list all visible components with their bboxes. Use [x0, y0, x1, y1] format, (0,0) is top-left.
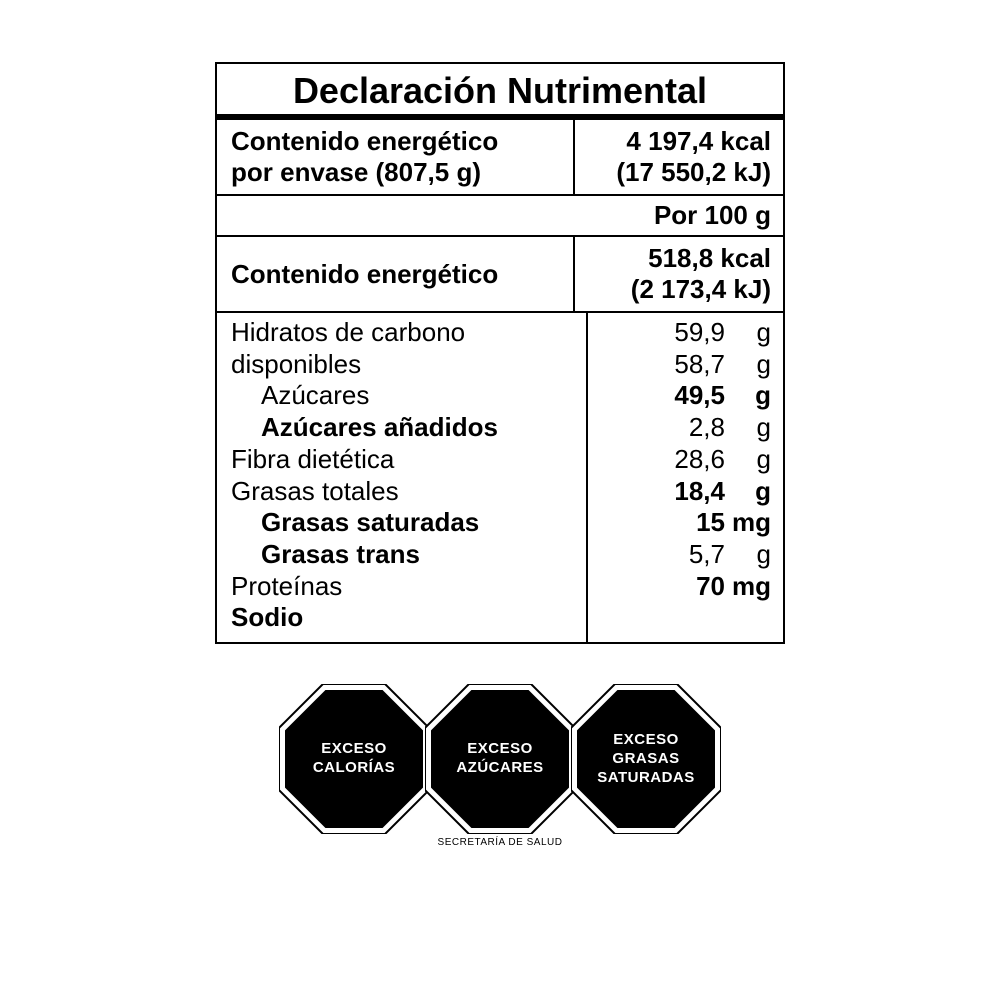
label-line: por envase (807,5 g): [231, 157, 481, 187]
nutrition-panel: Declaración Nutrimental Contenido energé…: [215, 62, 785, 644]
nutrient-value: 28,6g: [598, 444, 771, 476]
nutrient-value: 5,7g: [598, 539, 771, 571]
nutrient-value: 59,9g: [598, 317, 771, 349]
warning-seal-text: EXCESOCALORÍAS: [279, 684, 429, 834]
label-line: Contenido energético: [231, 126, 498, 156]
nutrient-label: Fibra dietética: [231, 444, 576, 476]
nutrient-label: Hidratos de carbono disponibles: [231, 317, 576, 380]
nutrient-label: Azúcares: [231, 380, 576, 412]
energy-per-100g-row: Contenido energético 518,8 kcal (2 173,4…: [217, 237, 783, 313]
warning-seals: EXCESOCALORÍAS EXCESOAZÚCARES EXCESOGRAS…: [281, 684, 719, 834]
nutrient-value: 49,5g: [598, 380, 771, 412]
energy-per-100g-label: Contenido energético: [217, 237, 573, 311]
value-line: (2 173,4 kJ): [631, 274, 771, 304]
nutrient-value: 2,8g: [598, 412, 771, 444]
value-line: (17 550,2 kJ): [616, 157, 771, 187]
warning-seal: EXCESOGRASASSATURADAS: [571, 684, 721, 834]
warning-seal-text: EXCESOGRASASSATURADAS: [571, 684, 721, 834]
nutrient-label: Azúcares añadidos: [231, 412, 576, 444]
nutrient-label: Grasas trans: [231, 539, 576, 571]
warning-seal: EXCESOCALORÍAS: [279, 684, 429, 834]
nutrient-label: Grasas saturadas: [231, 507, 576, 539]
value-line: 518,8 kcal: [648, 243, 771, 273]
nutrient-label: Grasas totales: [231, 476, 576, 508]
nutrient-names-col: Hidratos de carbono disponiblesAzúcaresA…: [217, 313, 586, 642]
per-100g-header: Por 100 g: [217, 196, 783, 237]
nutrients-block: Hidratos de carbono disponiblesAzúcaresA…: [217, 313, 783, 642]
energy-per-pack-value: 4 197,4 kcal (17 550,2 kJ): [573, 120, 783, 194]
nutrient-label: Proteínas: [231, 571, 576, 603]
energy-per-pack-row: Contenido energético por envase (807,5 g…: [217, 120, 783, 196]
warning-seal-text: EXCESOAZÚCARES: [425, 684, 575, 834]
nutrient-value: 15mg: [598, 507, 771, 539]
nutrient-value: 18,4g: [598, 476, 771, 508]
nutrient-value: 70 mg: [598, 571, 771, 603]
warning-seal: EXCESOAZÚCARES: [425, 684, 575, 834]
nutrient-value: 58,7g: [598, 349, 771, 381]
seals-footer: SECRETARÍA DE SALUD: [281, 837, 719, 848]
label-line: Contenido energético: [231, 259, 498, 290]
value-line: 4 197,4 kcal: [626, 126, 771, 156]
panel-title: Declaración Nutrimental: [217, 64, 783, 120]
nutrient-values-col: 59,9g58,7g49,5g2,8g28,6g18,4g15mg5,7g70 …: [586, 313, 783, 642]
nutrient-label: Sodio: [231, 602, 576, 634]
energy-per-100g-value: 518,8 kcal (2 173,4 kJ): [573, 237, 783, 311]
energy-per-pack-label: Contenido energético por envase (807,5 g…: [217, 120, 573, 194]
